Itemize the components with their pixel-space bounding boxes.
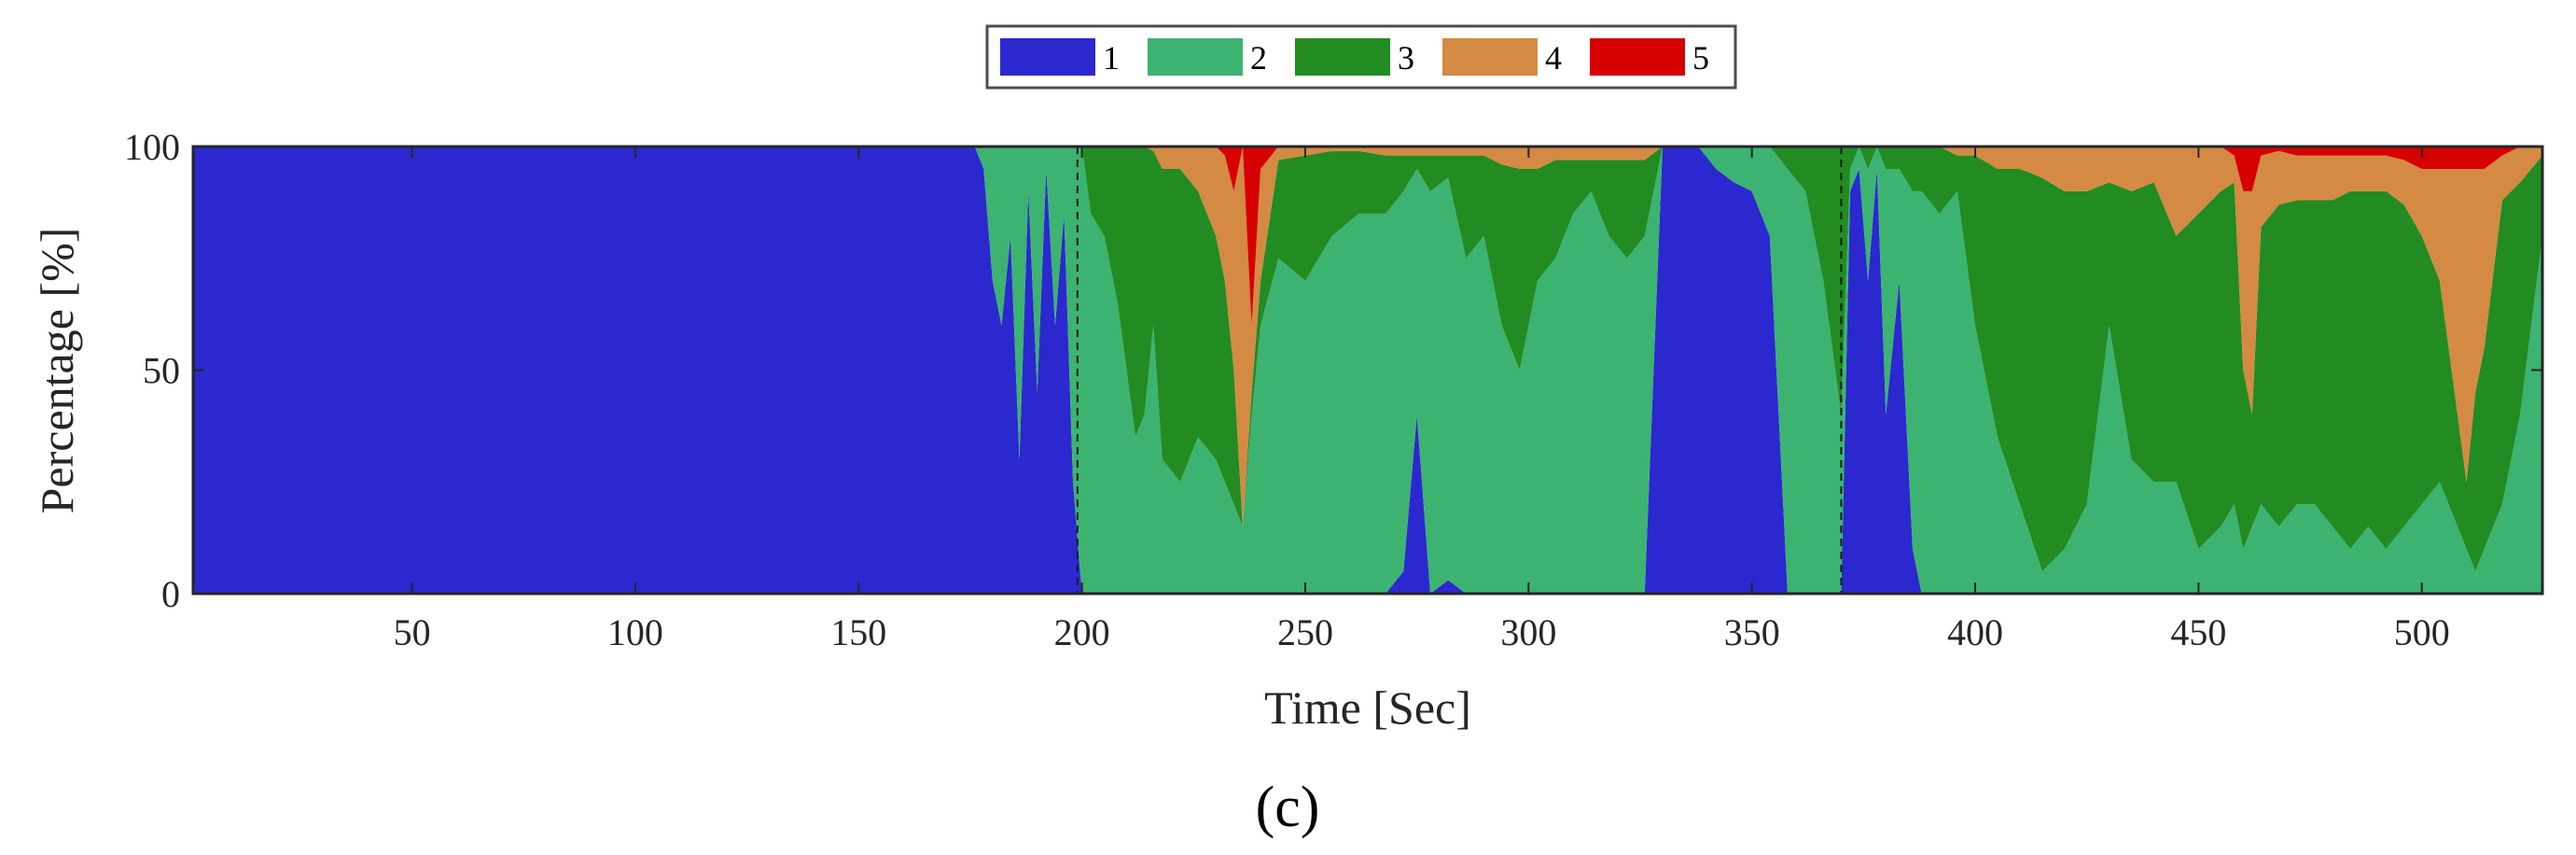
x-tick-label: 300 bbox=[1500, 611, 1556, 653]
y-tick-label: 100 bbox=[124, 126, 180, 168]
legend-label: 3 bbox=[1398, 39, 1414, 77]
x-tick-label: 500 bbox=[2394, 611, 2450, 653]
y-tick-label: 50 bbox=[143, 350, 180, 392]
y-axis-title: Percentage [%] bbox=[31, 228, 83, 514]
legend-label: 1 bbox=[1103, 39, 1120, 77]
x-tick-label: 200 bbox=[1054, 611, 1110, 653]
legend: 1 2 3 4 5 bbox=[985, 24, 1737, 90]
x-tick-label: 450 bbox=[2170, 611, 2226, 653]
series-layer bbox=[193, 147, 2542, 594]
x-tick-label: 100 bbox=[607, 611, 663, 653]
x-tick-label: 350 bbox=[1724, 611, 1780, 653]
series-4-area bbox=[193, 147, 2542, 527]
series-1-area bbox=[193, 147, 2542, 594]
legend-label: 5 bbox=[1692, 39, 1709, 77]
legend-swatch bbox=[1295, 38, 1390, 76]
legend-item-1: 1 bbox=[1000, 38, 1120, 77]
series-2-area bbox=[193, 147, 2542, 594]
legend-label: 4 bbox=[1545, 39, 1562, 77]
legend-item-4: 4 bbox=[1442, 38, 1562, 77]
plot-area: 50 100 150 200 250 300 350 400 450 500 0 50 100 bbox=[124, 126, 2544, 653]
x-tick-label: 50 bbox=[394, 611, 431, 653]
y-ticks: 0 50 100 bbox=[124, 126, 2542, 615]
legend-item-2: 2 bbox=[1148, 38, 1267, 77]
legend-item-3: 3 bbox=[1295, 38, 1414, 77]
x-tick-label: 150 bbox=[830, 611, 886, 653]
legend-swatch bbox=[1442, 38, 1538, 76]
y-tick-label: 0 bbox=[161, 573, 180, 615]
series-3-area bbox=[193, 147, 2542, 572]
x-ticks: 50 100 150 200 250 300 350 400 450 500 bbox=[394, 147, 2450, 653]
legend-item-5: 5 bbox=[1590, 38, 1709, 77]
x-tick-label: 400 bbox=[1947, 611, 2003, 653]
legend-swatch bbox=[1590, 38, 1685, 76]
panel-label: (c) bbox=[1256, 776, 1320, 839]
x-axis-title: Time [Sec] bbox=[1264, 681, 1471, 734]
legend-label: 2 bbox=[1250, 39, 1267, 77]
x-tick-label: 250 bbox=[1277, 611, 1333, 653]
legend-swatch bbox=[1000, 38, 1095, 76]
legend-swatch bbox=[1148, 38, 1243, 76]
